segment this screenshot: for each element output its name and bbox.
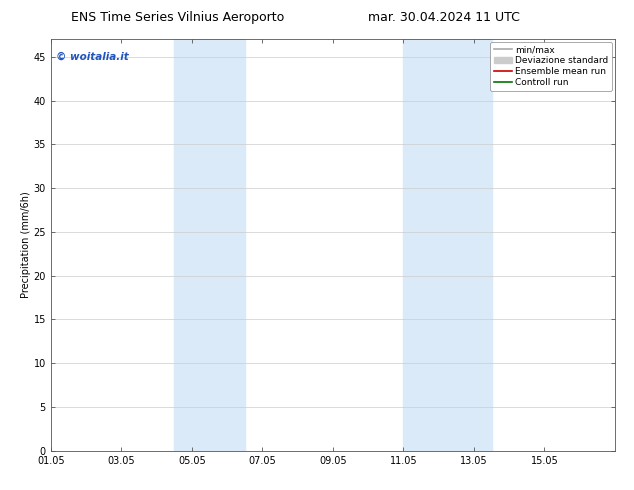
Bar	[174, 39, 245, 451]
Bar	[403, 39, 491, 451]
Y-axis label: Precipitation (mm/6h): Precipitation (mm/6h)	[20, 192, 30, 298]
Text: mar. 30.04.2024 11 UTC: mar. 30.04.2024 11 UTC	[368, 11, 520, 24]
Text: © woitalia.it: © woitalia.it	[56, 51, 129, 62]
Text: ENS Time Series Vilnius Aeroporto: ENS Time Series Vilnius Aeroporto	[71, 11, 284, 24]
Legend: min/max, Deviazione standard, Ensemble mean run, Controll run: min/max, Deviazione standard, Ensemble m…	[490, 42, 612, 91]
